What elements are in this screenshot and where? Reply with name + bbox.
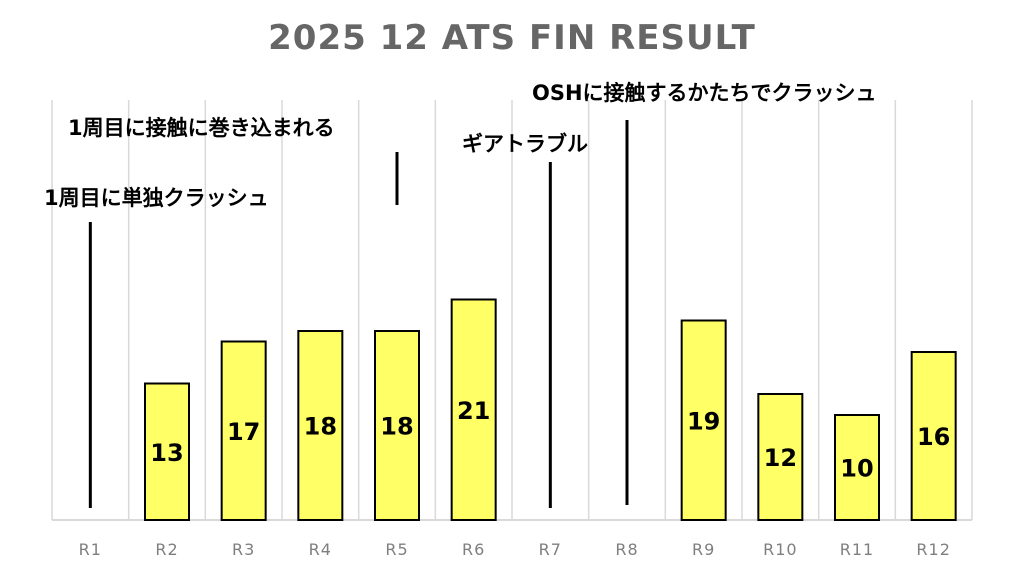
- bar: [297, 330, 344, 521]
- bar: [220, 340, 267, 521]
- data-label: 13: [150, 439, 183, 467]
- x-tick-label: R9: [692, 540, 715, 559]
- chart-title: 2025 12 ATS FIN RESULT: [268, 18, 756, 58]
- data-label: 12: [764, 444, 797, 472]
- bar: [910, 351, 957, 521]
- bar: [374, 330, 420, 521]
- data-label: 19: [687, 407, 720, 435]
- x-tick-label: R6: [462, 540, 485, 559]
- data-label: 18: [304, 413, 337, 441]
- data-label: 16: [917, 423, 950, 451]
- bar: [450, 298, 497, 521]
- x-tick-label: R2: [155, 540, 178, 559]
- x-tick-label: R4: [309, 540, 332, 559]
- bar: [757, 393, 804, 521]
- data-label: 21: [457, 397, 490, 425]
- annotation-label: OSHに接触するかたちでクラッシュ: [532, 81, 877, 105]
- annotation-label: 1周目に接触に巻き込まれる: [68, 116, 335, 140]
- x-tick-label: R3: [232, 540, 255, 559]
- data-label: 18: [380, 413, 413, 441]
- tick-layer: R1 R2 R3 R4 R5 R6 R7 R8 R9 R10 R11 R12: [79, 540, 950, 559]
- bar-layer: 13 17 18 18 21 19 12 10 16: [144, 298, 957, 521]
- annotation-label: 1周目に単独クラッシュ: [44, 186, 269, 210]
- annotation-label: ギアトラブル: [462, 132, 588, 156]
- x-tick-label: R10: [763, 540, 797, 559]
- bar: [834, 414, 880, 521]
- x-tick-label: R7: [539, 540, 562, 559]
- bar: [680, 319, 727, 521]
- x-tick-label: R12: [916, 540, 950, 559]
- data-label: 17: [227, 418, 260, 446]
- data-label: 10: [840, 455, 873, 483]
- x-tick-label: R5: [385, 540, 408, 559]
- x-tick-label: R8: [615, 540, 638, 559]
- grid-layer: [51, 100, 973, 521]
- x-tick-label: R11: [840, 540, 874, 559]
- bar: [144, 382, 190, 521]
- x-tick-label: R1: [79, 540, 102, 559]
